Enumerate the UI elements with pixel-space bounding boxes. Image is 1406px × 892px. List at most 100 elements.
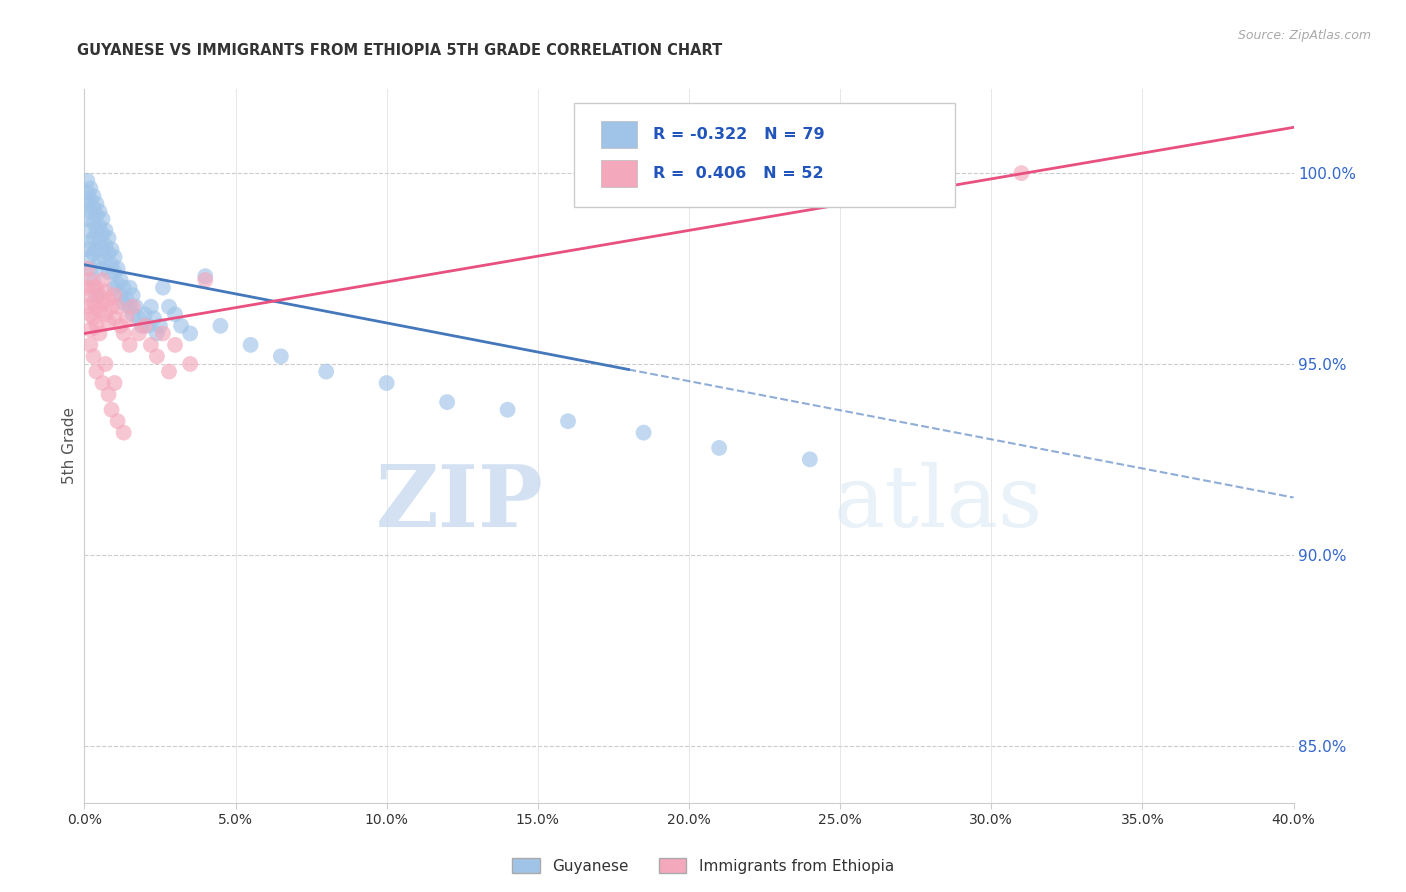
- Point: [170, 318, 193, 333]
- Point: [94, 285, 117, 299]
- Point: [118, 280, 141, 294]
- Point: [86, 288, 108, 302]
- Point: [194, 273, 217, 287]
- Point: [89, 303, 111, 318]
- Point: [82, 296, 104, 310]
- Y-axis label: 5th Grade: 5th Grade: [62, 408, 77, 484]
- Point: [121, 307, 143, 321]
- Point: [86, 208, 108, 222]
- Point: [157, 365, 180, 379]
- Point: [920, 166, 942, 180]
- Point: [121, 288, 143, 302]
- Point: [165, 307, 187, 321]
- Point: [79, 193, 101, 207]
- Point: [128, 311, 150, 326]
- Text: atlas: atlas: [834, 461, 1043, 545]
- Point: [89, 288, 111, 302]
- Point: [82, 246, 104, 260]
- Point: [82, 280, 104, 294]
- Text: R = -0.322   N = 79: R = -0.322 N = 79: [652, 128, 824, 143]
- Point: [115, 311, 138, 326]
- Point: [107, 277, 129, 291]
- Point: [94, 238, 117, 252]
- Point: [89, 254, 111, 268]
- Point: [79, 181, 101, 195]
- Point: [76, 174, 98, 188]
- Point: [165, 338, 187, 352]
- Point: [179, 357, 201, 371]
- Point: [100, 243, 122, 257]
- Point: [76, 300, 98, 314]
- Point: [110, 318, 132, 333]
- Point: [107, 261, 129, 276]
- Point: [86, 365, 108, 379]
- Point: [1011, 166, 1033, 180]
- Point: [179, 326, 201, 341]
- Point: [139, 300, 162, 314]
- Point: [91, 296, 114, 310]
- Point: [110, 288, 132, 302]
- Point: [270, 349, 292, 363]
- Point: [91, 243, 114, 257]
- Point: [91, 227, 114, 242]
- Text: R =  0.406   N = 52: R = 0.406 N = 52: [652, 166, 824, 181]
- Point: [139, 338, 162, 352]
- Point: [91, 261, 114, 276]
- Point: [112, 425, 135, 440]
- Point: [375, 376, 398, 390]
- Point: [799, 452, 821, 467]
- Point: [82, 216, 104, 230]
- Point: [89, 235, 111, 249]
- Point: [82, 273, 104, 287]
- Point: [97, 265, 120, 279]
- Point: [134, 318, 156, 333]
- Point: [152, 280, 174, 294]
- Point: [86, 280, 108, 294]
- Point: [104, 250, 127, 264]
- Point: [128, 326, 150, 341]
- Legend: Guyanese, Immigrants from Ethiopia: Guyanese, Immigrants from Ethiopia: [506, 852, 900, 880]
- Point: [86, 300, 108, 314]
- Point: [76, 186, 98, 200]
- Point: [131, 318, 153, 333]
- Text: GUYANESE VS IMMIGRANTS FROM ETHIOPIA 5TH GRADE CORRELATION CHART: GUYANESE VS IMMIGRANTS FROM ETHIOPIA 5TH…: [77, 43, 723, 58]
- Point: [436, 395, 458, 409]
- Point: [104, 288, 127, 302]
- Point: [79, 338, 101, 352]
- Point: [112, 296, 135, 310]
- Point: [76, 211, 98, 226]
- Point: [118, 300, 141, 314]
- FancyBboxPatch shape: [600, 121, 637, 148]
- Point: [239, 338, 262, 352]
- Point: [142, 311, 165, 326]
- Point: [100, 402, 122, 417]
- Point: [94, 223, 117, 237]
- Point: [315, 365, 337, 379]
- Text: ZIP: ZIP: [375, 461, 544, 545]
- Point: [97, 246, 120, 260]
- Point: [209, 318, 232, 333]
- Point: [496, 402, 519, 417]
- Point: [110, 273, 132, 287]
- Point: [104, 376, 127, 390]
- Point: [91, 273, 114, 287]
- Point: [89, 219, 111, 234]
- Point: [152, 326, 174, 341]
- Point: [97, 231, 120, 245]
- Point: [79, 204, 101, 219]
- Point: [557, 414, 579, 428]
- Point: [94, 357, 117, 371]
- Point: [86, 196, 108, 211]
- Point: [194, 269, 217, 284]
- Point: [94, 307, 117, 321]
- Point: [97, 387, 120, 401]
- Point: [82, 231, 104, 245]
- Point: [89, 326, 111, 341]
- Point: [86, 243, 108, 257]
- Point: [633, 425, 655, 440]
- Point: [112, 326, 135, 341]
- Point: [91, 211, 114, 226]
- Point: [82, 311, 104, 326]
- Point: [79, 235, 101, 249]
- Point: [157, 300, 180, 314]
